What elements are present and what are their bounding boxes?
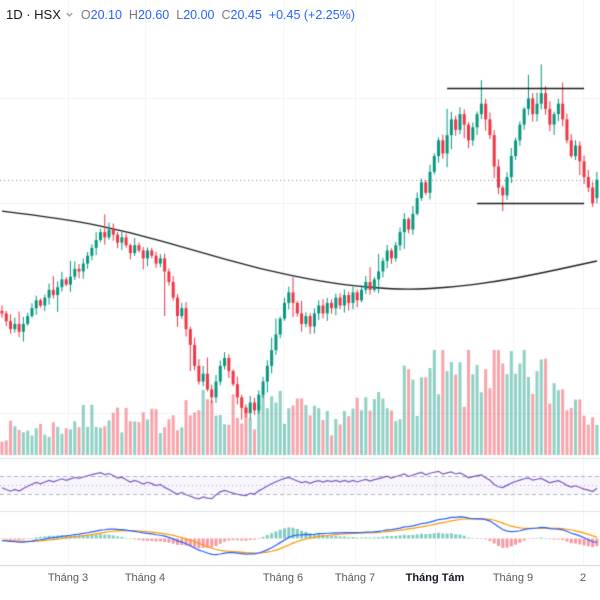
time-axis-label: Tháng 9 [492, 572, 534, 584]
time-axis-label: Tháng 4 [124, 572, 166, 584]
high-field: H 20.60 [129, 8, 169, 22]
open-value: 20.10 [90, 7, 122, 22]
low-label: L [176, 7, 184, 22]
low-field: L 20.00 [176, 8, 214, 22]
high-value: 20.60 [137, 7, 170, 22]
open-label: O [80, 7, 91, 22]
time-axis-label: Tháng 3 [47, 572, 89, 584]
chart-legend: 1D · HSX O 20.10 H 20.60 L 20.00 C 20.45… [6, 7, 355, 22]
low-value: 20.00 [183, 7, 215, 22]
chevron-down-icon[interactable] [65, 10, 74, 19]
time-axis-label: Tháng Tám [405, 572, 465, 584]
time-axis-label: Tháng 6 [262, 572, 304, 584]
open-field: O 20.10 [81, 8, 122, 22]
high-label: H [128, 7, 138, 22]
close-field: C 20.45 [221, 8, 261, 22]
close-label: C [221, 7, 231, 22]
symbol-title[interactable]: 1D · HSX [6, 7, 61, 22]
change-value: +0.45 (+2.25%) [268, 7, 355, 22]
time-axis[interactable]: Tháng 3 Tháng 4 Tháng 6 Tháng 7 Tháng Tám Thá… [0, 566, 600, 600]
time-axis-label: 2 [579, 572, 587, 584]
close-value: 20.45 [230, 7, 262, 22]
time-axis-label: Tháng 7 [334, 572, 376, 584]
